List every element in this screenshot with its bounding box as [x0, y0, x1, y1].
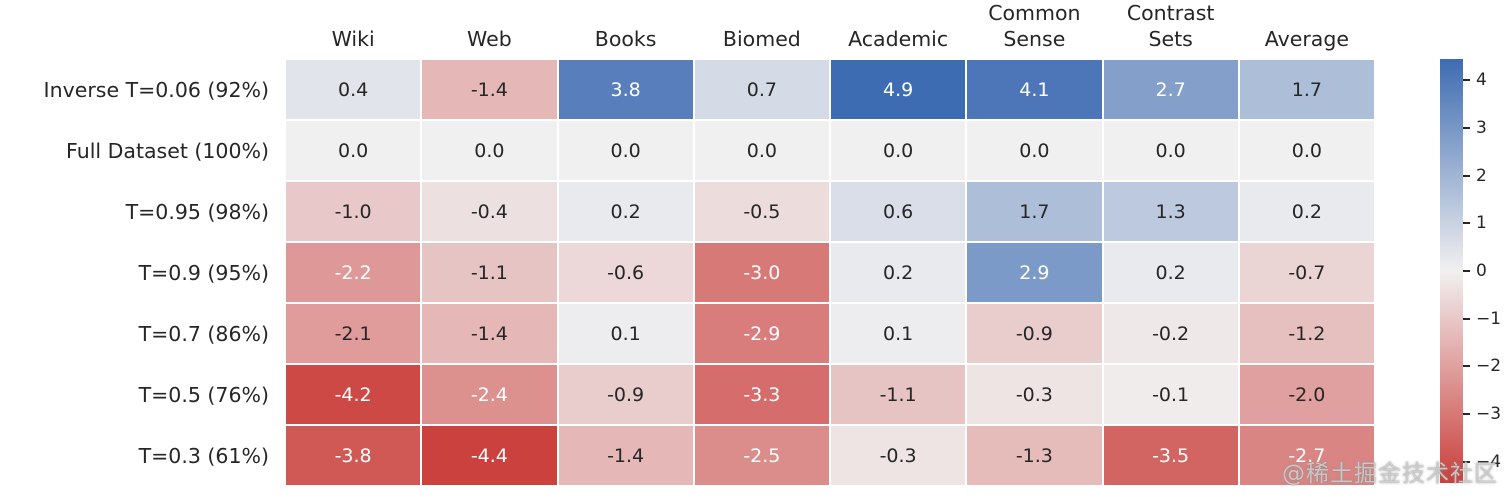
heatmap-cell: -0.9: [558, 365, 693, 424]
heatmap-cell: 0.1: [831, 304, 966, 363]
colorbar-tick-mark: [1463, 222, 1470, 225]
heatmap-cell: -1.1: [422, 243, 557, 302]
colorbar-tick-label: 4: [1476, 70, 1487, 91]
heatmap-cell: 0.0: [286, 121, 421, 180]
colorbar-tick-mark: [1463, 270, 1470, 272]
heatmap-cell: 0.6: [831, 182, 966, 241]
heatmap-cell: -0.2: [1103, 304, 1238, 363]
heatmap-cell: -4.2: [286, 365, 421, 424]
heatmap-cell: 2.7: [1103, 60, 1238, 119]
heatmap-cell: 4.9: [831, 60, 966, 119]
column-header: Wiki: [331, 27, 375, 51]
colorbar-tick-mark: [1463, 365, 1470, 368]
heatmap-cell: 1.3: [1103, 182, 1238, 241]
heatmap-cell: -2.0: [1239, 365, 1374, 424]
colorbar-tick-label: −3: [1476, 403, 1502, 424]
colorbar-tick-label: 2: [1476, 165, 1487, 186]
column-header: Web: [467, 27, 512, 51]
heatmap-cell: -2.5: [694, 426, 829, 485]
heatmap-cell: -0.9: [967, 304, 1102, 363]
heatmap-cell: 0.0: [831, 121, 966, 180]
heatmap-cell: -3.0: [694, 243, 829, 302]
heatmap-cell: -1.4: [558, 426, 693, 485]
row-label: T=0.95 (98%): [125, 199, 269, 224]
colorbar-tick-mark: [1463, 317, 1470, 320]
heatmap-cell: 0.7: [694, 60, 829, 119]
row-labels: Inverse T=0.06 (92%) Full Dataset (100%) T…: [0, 60, 277, 485]
heatmap-cell: -1.1: [831, 365, 966, 424]
row-label: T=0.5 (76%): [138, 382, 269, 407]
colorbar-tick-label: 3: [1476, 118, 1487, 139]
colorbar-tick-mark: [1463, 79, 1470, 82]
colorbar-tick-mark: [1463, 127, 1470, 130]
heatmap-cell: -1.4: [422, 304, 557, 363]
heatmap-cell: 0.0: [1239, 121, 1374, 180]
heatmap-cell: 1.7: [967, 182, 1102, 241]
heatmap-cell: 0.4: [286, 60, 421, 119]
colorbar-tick-label: −2: [1476, 356, 1502, 377]
heatmap-cell: -2.1: [286, 304, 421, 363]
colorbar-tick-mark: [1463, 460, 1470, 463]
heatmap-cell: -2.4: [422, 365, 557, 424]
heatmap-cell: -2.2: [286, 243, 421, 302]
heatmap-cell: 0.0: [694, 121, 829, 180]
row-label: T=0.9 (95%): [138, 260, 269, 285]
heatmap-cell: 0.0: [558, 121, 693, 180]
heatmap-cell: -0.7: [1239, 243, 1374, 302]
heatmap-cell: 0.2: [1239, 182, 1374, 241]
heatmap-cell: -1.4: [422, 60, 557, 119]
colorbar-tick-label: 0: [1476, 261, 1487, 281]
heatmap-cell: -1.3: [967, 426, 1102, 485]
column-header: Contrast Sets: [1126, 1, 1215, 51]
row-label: T=0.7 (86%): [138, 321, 269, 346]
heatmap-grid: 0.4 -1.4 3.8 0.7 4.9 4.1 2.7 1.7 0.0 0.0 0.0 0.0 0.0…: [286, 60, 1374, 485]
column-headers: Wiki Web Books Biomed Academic Common Sense Co…: [286, 0, 1374, 58]
colorbar-tick-label: −1: [1476, 308, 1502, 329]
heatmap-cell: 4.1: [967, 60, 1102, 119]
heatmap-cell: 1.7: [1239, 60, 1374, 119]
heatmap-cell: 0.2: [1103, 243, 1238, 302]
watermark: @稀土掘金技术社区: [1282, 461, 1498, 487]
heatmap-cell: -0.1: [1103, 365, 1238, 424]
column-header: Academic: [848, 27, 949, 51]
heatmap-cell: -1.0: [286, 182, 421, 241]
heatmap-cell: -3.5: [1103, 426, 1238, 485]
colorbar-tick-label: 1: [1476, 213, 1487, 234]
heatmap-cell: 0.2: [831, 243, 966, 302]
colorbar-tick-mark: [1463, 174, 1470, 177]
heatmap-cell: -3.3: [694, 365, 829, 424]
heatmap-cell: -4.4: [422, 426, 557, 485]
column-header: Average: [1264, 27, 1349, 51]
heatmap-cell: -2.7: [1239, 426, 1374, 485]
heatmap-cell: -3.8: [286, 426, 421, 485]
heatmap-cell: 3.8: [558, 60, 693, 119]
column-header: Biomed: [722, 27, 801, 51]
heatmap-cell: 0.1: [558, 304, 693, 363]
colorbar: 4 3 2 1 0 −1 −2 −3 −4: [1440, 59, 1501, 483]
row-label: Inverse T=0.06 (92%): [43, 77, 269, 102]
heatmap-cell: 0.2: [558, 182, 693, 241]
colorbar-gradient: [1440, 59, 1463, 483]
heatmap-cell: -0.5: [694, 182, 829, 241]
heatmap-cell: 0.0: [422, 121, 557, 180]
heatmap-cell: 0.0: [1103, 121, 1238, 180]
heatmap-cell: -0.6: [558, 243, 693, 302]
colorbar-tick-label: −4: [1476, 451, 1502, 472]
colorbar-tick-mark: [1463, 412, 1470, 415]
heatmap-cell: -0.3: [831, 426, 966, 485]
column-header: Common Sense: [988, 1, 1081, 51]
column-header: Books: [594, 27, 657, 51]
heatmap-cell: -0.3: [967, 365, 1102, 424]
row-label: T=0.3 (61%): [138, 443, 269, 468]
heatmap-cell: -0.4: [422, 182, 557, 241]
heatmap-cell: 0.0: [967, 121, 1102, 180]
heatmap-cell: 2.9: [967, 243, 1102, 302]
heatmap-cell: -1.2: [1239, 304, 1374, 363]
row-label: Full Dataset (100%): [66, 138, 269, 163]
heatmap-cell: -2.9: [694, 304, 829, 363]
